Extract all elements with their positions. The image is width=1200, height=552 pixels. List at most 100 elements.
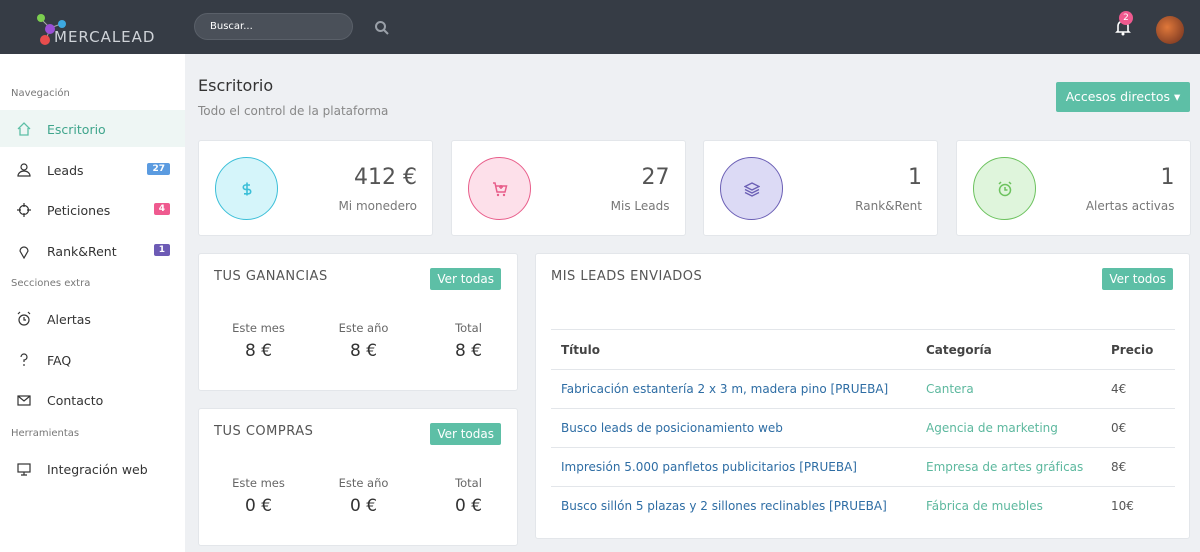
stat-value: 1 bbox=[908, 165, 922, 190]
nav-item[interactable]: Rank&Rent 1 bbox=[0, 232, 185, 269]
avatar[interactable] bbox=[1156, 16, 1184, 44]
section-title: Navegación bbox=[11, 88, 70, 99]
stat-card: 1 Rank&Rent bbox=[703, 140, 938, 236]
stat-glyph bbox=[492, 182, 507, 197]
card-title: TUS GANANCIAS bbox=[214, 269, 328, 284]
column-header: Precio bbox=[1111, 342, 1154, 357]
lead-title[interactable]: Busco leads de posicionamiento web bbox=[561, 421, 783, 435]
nav-badge: 27 bbox=[147, 162, 170, 175]
search-icon[interactable] bbox=[374, 20, 390, 36]
nav-item[interactable]: FAQ bbox=[0, 341, 185, 378]
stat-card: 412 € Mi monedero bbox=[198, 140, 433, 236]
view-all-button[interactable]: Ver todas bbox=[430, 423, 501, 445]
nav-icon bbox=[19, 245, 29, 259]
stat-value: 1 bbox=[1160, 165, 1175, 190]
nav-label: Peticiones bbox=[47, 203, 111, 218]
lead-category[interactable]: Fábrica de muebles bbox=[926, 499, 1043, 514]
lead-category[interactable]: Empresa de artes gráficas bbox=[926, 460, 1084, 474]
lead-row: Busco sillón 5 plazas y 2 sillones recli… bbox=[551, 487, 1175, 526]
earnings-card: TUS GANANCIAS Ver todas Este mes 8 € Este añ… bbox=[198, 253, 518, 391]
stat-glyph bbox=[997, 181, 1012, 197]
stat-card: 27 Mis Leads bbox=[450, 140, 686, 236]
nav-item[interactable]: Alertas bbox=[0, 300, 185, 337]
nav-icon bbox=[17, 395, 31, 406]
stat-value: 27 bbox=[641, 165, 670, 190]
stat-icon bbox=[972, 157, 1036, 220]
lead-row: Fabricación estantería 2 x 3 m, madera p… bbox=[551, 370, 1175, 409]
nav-label: Rank&Rent bbox=[47, 243, 117, 259]
logo-text: MERCALEAD bbox=[54, 28, 156, 46]
period-label: Total bbox=[455, 476, 482, 490]
stat-label: Alertas activas bbox=[1085, 199, 1175, 213]
period-value: 0 € bbox=[454, 496, 483, 516]
stat-label: Mis Leads bbox=[610, 199, 670, 213]
lead-price: 10€ bbox=[1111, 499, 1134, 514]
leads-table: Título Categoría Precio Fabricación estante… bbox=[551, 329, 1175, 526]
nav-item[interactable]: Contacto bbox=[0, 381, 185, 418]
card-title: MIS LEADS ENVIADOS bbox=[551, 269, 703, 284]
logo-mark bbox=[37, 14, 66, 45]
leads-card: MIS LEADS ENVIADOS Ver todos Título Categor… bbox=[535, 253, 1190, 539]
view-all-button[interactable]: Ver todos bbox=[1102, 268, 1173, 290]
lead-category[interactable]: Agencia de marketing bbox=[926, 421, 1058, 435]
view-all-button[interactable]: Ver todas bbox=[430, 268, 501, 290]
shortcuts-label: Accesos directos bbox=[1065, 89, 1171, 104]
page-title: Escritorio bbox=[198, 76, 274, 95]
nav-icon bbox=[17, 311, 31, 326]
lead-row: Busco leads de posicionamiento web Agenci… bbox=[551, 409, 1175, 448]
period-label: Este mes bbox=[232, 321, 285, 335]
nav-badge: 4 bbox=[153, 203, 170, 215]
period-value: 0 € bbox=[244, 496, 273, 516]
nav-item[interactable]: Leads 27 bbox=[0, 151, 185, 188]
lead-title[interactable]: Fabricación estantería 2 x 3 m, madera p… bbox=[561, 382, 889, 396]
section-title: Herramientas bbox=[11, 427, 80, 439]
stat-label: Mi monedero bbox=[338, 199, 417, 213]
nav-icon bbox=[17, 122, 31, 136]
nav-label: FAQ bbox=[47, 352, 72, 368]
lead-row: Impresión 5.000 panfletos publicitarios … bbox=[551, 448, 1175, 487]
top-bar: MERCALEAD Buscar... 2 bbox=[0, 0, 1200, 54]
stat-glyph bbox=[744, 182, 760, 197]
table-header-row: Título Categoría Precio bbox=[551, 329, 1175, 370]
nav-item[interactable]: Escritorio bbox=[0, 110, 185, 147]
stat-icon bbox=[215, 157, 278, 220]
nav-item[interactable]: Integración web bbox=[0, 450, 185, 487]
stat-icon bbox=[720, 157, 783, 220]
lead-title[interactable]: Impresión 5.000 panfletos publicitarios … bbox=[561, 460, 857, 474]
nav-badge: 1 bbox=[153, 243, 170, 256]
lead-category[interactable]: Cantera bbox=[926, 382, 974, 396]
purchases-card: TUS COMPRAS Ver todas Este mes 0 € Este año 0… bbox=[198, 408, 518, 546]
lead-title[interactable]: Busco sillón 5 plazas y 2 sillones recli… bbox=[561, 499, 887, 514]
section-title: Secciones extra bbox=[11, 278, 91, 289]
nav-label: Integración web bbox=[47, 461, 148, 477]
lead-price: 0€ bbox=[1111, 421, 1127, 435]
period-label: Este mes bbox=[232, 476, 285, 490]
stat-card: 1 Alertas activas bbox=[955, 140, 1191, 236]
period-label: Total bbox=[455, 321, 482, 335]
period-value: 8 € bbox=[454, 341, 483, 361]
period-label: Este año bbox=[338, 321, 389, 335]
nav-icon bbox=[20, 352, 28, 366]
search-box[interactable]: Buscar... bbox=[194, 13, 353, 40]
stat-glyph bbox=[242, 182, 252, 196]
period-value: 8 € bbox=[349, 341, 378, 361]
period-label: Este año bbox=[338, 476, 389, 490]
nav-label: Contacto bbox=[47, 393, 104, 408]
nav-item[interactable]: Peticiones 4 bbox=[0, 191, 185, 228]
page-subtitle: Todo el control de la plataforma bbox=[198, 104, 389, 118]
stat-label: Rank&Rent bbox=[855, 199, 922, 213]
lead-price: 8€ bbox=[1111, 460, 1127, 474]
nav-icon bbox=[17, 162, 31, 177]
stat-icon bbox=[467, 157, 531, 220]
lead-price: 4€ bbox=[1111, 382, 1127, 396]
search-placeholder: Buscar... bbox=[210, 21, 253, 32]
nav-icon bbox=[17, 462, 31, 476]
column-header: Categoría bbox=[926, 342, 992, 357]
shortcuts-button[interactable]: Accesos directos ▾ bbox=[1056, 82, 1190, 112]
nav-icon bbox=[17, 203, 31, 217]
nav-label: Leads bbox=[47, 162, 84, 178]
nav-label: Alertas bbox=[47, 312, 91, 327]
column-header: Título bbox=[561, 342, 600, 357]
nav-label: Escritorio bbox=[47, 122, 106, 137]
